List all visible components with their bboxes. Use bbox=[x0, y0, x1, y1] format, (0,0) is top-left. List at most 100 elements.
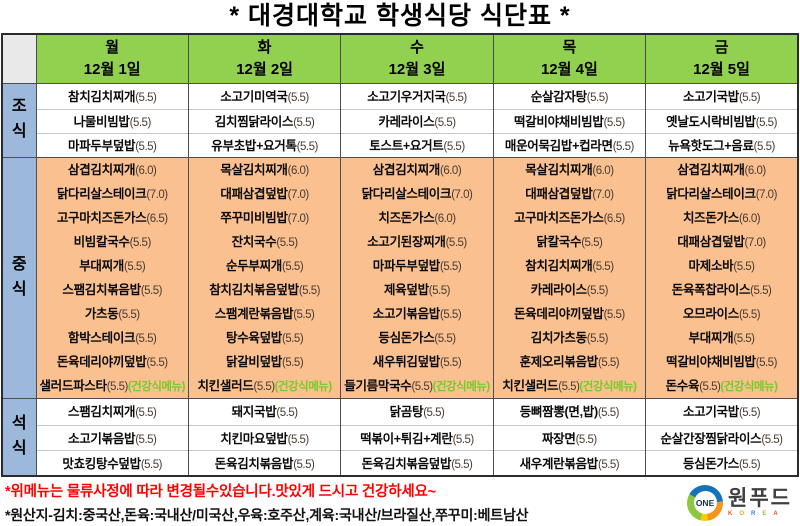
menu-item: 유부초밥+요거톡(5.5) bbox=[189, 132, 340, 157]
menu-item-name: 토스트+요거트 bbox=[369, 138, 444, 153]
menu-cell-dinner-day4: 등뼈짬뽕(면,밥)(5.5) 짜장면(5.5) 새우계란볶음밥(5.5) bbox=[492, 397, 647, 476]
day-name: 수 bbox=[410, 39, 424, 57]
menu-item: 소고기볶음밥(5.5) bbox=[37, 424, 188, 450]
logo-badge-text: ONE bbox=[693, 491, 717, 514]
menu-item-name: 오므라이스 bbox=[682, 306, 739, 321]
menu-item-name: 돈육데리야끼덮밥 bbox=[513, 306, 604, 321]
menu-item-price: (6.0) bbox=[738, 212, 761, 225]
menu-item-price: (6.0) bbox=[135, 164, 157, 177]
menu-item-name: 고구마치즈돈가스 bbox=[513, 210, 604, 225]
menu-item-name: 닭다리살스테이크 bbox=[666, 186, 756, 201]
menu-item-name: 김치찜닭라이스 bbox=[214, 114, 294, 129]
menu-item: 제육덮밥(5.5) bbox=[342, 278, 492, 302]
menu-item-name: 돈육김치볶음밥 bbox=[214, 456, 294, 471]
menu-item: 순두부찌개(5.5) bbox=[189, 254, 339, 278]
menu-item-name: 비빔칼국수 bbox=[73, 234, 130, 249]
menu-item-price: (7.0) bbox=[755, 188, 778, 201]
menu-item-price: (5.5) bbox=[443, 140, 466, 153]
menu-item-price: (5.5) bbox=[140, 458, 163, 471]
day-date: 12월 3일 bbox=[388, 61, 446, 79]
logo-country-text: KOREA bbox=[728, 510, 785, 518]
menu-item-price: (5.5) bbox=[597, 356, 620, 369]
menu-item: 목살김치찌개(6.0) bbox=[494, 158, 644, 182]
menu-item-name: 등심돈가스 bbox=[682, 456, 739, 471]
day-header-mon: 월 12월 1일 bbox=[35, 33, 189, 84]
menu-item: 순살감자탕(5.5) bbox=[494, 84, 644, 109]
menu-item-price: (5.5) bbox=[135, 433, 157, 446]
menu-item-price: (6.0) bbox=[744, 164, 767, 177]
menu-item: 참치김치찌개(5.5) bbox=[494, 254, 644, 278]
menu-item-price: (5.5) bbox=[612, 140, 635, 153]
menu-item-name: 닭칼국수 bbox=[536, 234, 582, 249]
menu-item-price: (5.5) bbox=[253, 380, 275, 393]
page-title: * 대경대학교 학생식당 식단표 * bbox=[229, 2, 571, 30]
menu-item: 함박스테이크(5.5) bbox=[37, 326, 187, 350]
menu-item-price: (5.5) bbox=[440, 356, 462, 369]
menu-item-price: (5.5) bbox=[592, 260, 614, 273]
day-date: 12월 4일 bbox=[540, 61, 598, 79]
menu-item: 짜장면(5.5) bbox=[494, 424, 645, 450]
healthy-menu-tag: (건강식메뉴) bbox=[720, 380, 778, 393]
logo-country-letter: A bbox=[773, 511, 785, 517]
menu-item-price: (5.5) bbox=[586, 284, 609, 297]
day-name: 금 bbox=[714, 39, 729, 57]
menu-item-name: 삼겹김치찌개 bbox=[372, 162, 441, 177]
menu-item-name: 마파두부덮밥 bbox=[68, 138, 136, 153]
menu-item-price: (5.5) bbox=[293, 116, 315, 129]
menu-item: 부대찌개(5.5) bbox=[647, 326, 797, 350]
menu-item: 샐러드파스타(5.5)(건강식메뉴) bbox=[37, 374, 187, 398]
menu-item-name: 목살김치찌개 bbox=[525, 162, 593, 177]
menu-item-price: (5.5) bbox=[597, 458, 620, 471]
menu-item-price: (5.5) bbox=[586, 332, 609, 345]
menu-item-name: 참치김치찌개 bbox=[68, 89, 136, 104]
menu-item-name: 부대찌개 bbox=[688, 330, 734, 345]
footer: *위메뉴는 물류사정에 따라 변경될수있습니다.맛있게 드시고 건강하세요~ *… bbox=[0, 477, 800, 526]
menu-item: 고구마치즈돈가스(6.5) bbox=[37, 206, 187, 230]
menu-item-name: 고구마치즈돈가스 bbox=[56, 210, 147, 225]
menu-item-name: 떡갈비야채비빔밥 bbox=[666, 354, 756, 369]
menu-item-price: (5.5) bbox=[738, 458, 761, 471]
menu-item-name: 닭다리살스테이크 bbox=[361, 186, 452, 201]
menu-item-price: (5.5) bbox=[603, 116, 626, 129]
menu-item: 치즈돈가스(6.0) bbox=[342, 206, 492, 230]
menu-item-price: (5.5) bbox=[423, 406, 445, 419]
menu-item: 소고기볶음밥(5.5) bbox=[342, 302, 492, 326]
menu-item: 돈육데리야끼덮밥(5.5) bbox=[37, 350, 187, 374]
menu-item-name: 카레라이스 bbox=[378, 114, 435, 129]
menu-item-price: (5.5) bbox=[603, 308, 626, 321]
menu-item-name: 김치가츠동 bbox=[530, 330, 587, 345]
menu-item-price: (5.5) bbox=[738, 91, 761, 104]
day-date: 12월 2일 bbox=[236, 61, 293, 79]
day-header-thu: 목 12월 4일 bbox=[492, 33, 647, 84]
menu-item-price: (5.5) bbox=[597, 406, 620, 419]
menu-item-name: 닭곰탕 bbox=[389, 404, 424, 419]
menu-item: 돈육데리야끼덮밥(5.5) bbox=[494, 302, 644, 326]
menu-item: 카레라이스(5.5) bbox=[494, 278, 644, 302]
menu-item-name: 훈제오리볶음밥 bbox=[519, 354, 599, 369]
menu-item-price: (6.5) bbox=[146, 212, 168, 225]
menu-item-name: 돈수육 bbox=[665, 378, 700, 393]
menu-item-name: 치즈돈가스 bbox=[682, 210, 739, 225]
logo-country-letter: K bbox=[728, 511, 740, 517]
menu-item: 뉴욕핫도그+음료(5.5) bbox=[646, 132, 797, 157]
menu-item-price: (7.0) bbox=[451, 188, 473, 201]
menu-item: 닭갈비덮밥(5.5) bbox=[189, 350, 339, 374]
menu-item: 탕수육덮밥(5.5) bbox=[189, 326, 339, 350]
menu-cell-dinner-day1: 스팸김치찌개(5.5) 소고기볶음밥(5.5) 맛쵸킹탕수덮밥(5.5) bbox=[35, 397, 189, 476]
menu-item-price: (7.0) bbox=[287, 188, 310, 201]
menu-item: 가츠동(5.5) bbox=[37, 302, 187, 326]
menu-item-price: (5.5) bbox=[733, 260, 755, 273]
section-row-breakfast: 조식 참치김치찌개(5.5) 나물비빔밥(5.5) 마파두부덮밥(5.5) 소고기미역국… bbox=[1, 82, 799, 158]
menu-item-name: 소고기볶음밥 bbox=[372, 306, 441, 321]
menu-item: 돼지국밥(5.5) bbox=[189, 399, 339, 425]
healthy-menu-tag: (건강식메뉴) bbox=[274, 380, 333, 393]
menu-item-price: (5.5) bbox=[282, 356, 304, 369]
healthy-menu-tag: (건강식메뉴) bbox=[432, 380, 491, 393]
menu-item-name: 쭈꾸미비빔밥 bbox=[220, 210, 288, 225]
menu-item-name: 돼지국밥 bbox=[231, 404, 277, 419]
menu-cell-lunch-day4: 목살김치찌개(6.0) 대패삼겹덮밥(7.0) 고구마치즈돈가스(6.5) 닭칼국수(… bbox=[492, 156, 647, 399]
menu-item-name: 스팸계란볶음밥 bbox=[214, 306, 294, 321]
menu-item-name: 치킨샐러드 bbox=[197, 378, 254, 393]
menu-item-price: (5.5) bbox=[135, 140, 157, 153]
menu-item-name: 참치김치볶음덮밥 bbox=[209, 282, 299, 297]
